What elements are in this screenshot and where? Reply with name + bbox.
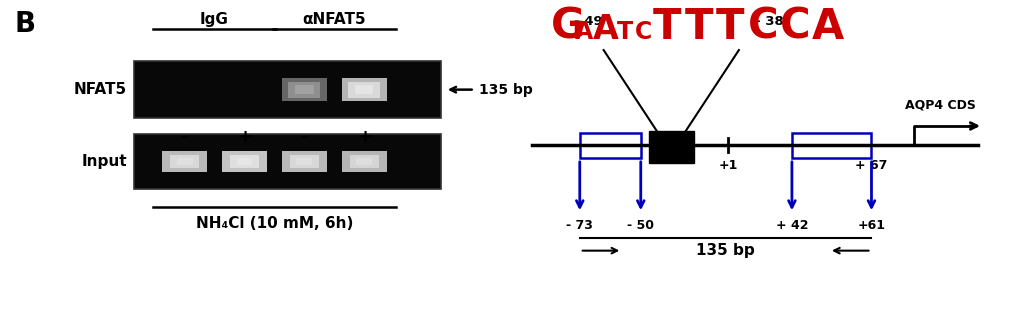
Text: -: - — [301, 128, 308, 146]
Text: C: C — [779, 6, 809, 48]
Bar — [135, 134, 440, 189]
Text: + 42: + 42 — [774, 219, 807, 232]
Bar — [169, 155, 199, 168]
Text: +61: +61 — [857, 219, 884, 232]
Text: 135 bp: 135 bp — [696, 243, 754, 258]
Bar — [221, 151, 267, 172]
Text: T: T — [616, 20, 633, 44]
Text: C: C — [747, 6, 777, 48]
Text: IgG: IgG — [200, 13, 228, 27]
Text: C: C — [634, 20, 651, 44]
Text: +: + — [357, 128, 372, 146]
Bar — [791, 133, 870, 158]
Text: T: T — [684, 6, 712, 48]
Text: 135 bp: 135 bp — [479, 83, 533, 97]
Bar — [355, 85, 373, 94]
Text: T: T — [652, 6, 681, 48]
Bar — [236, 158, 253, 165]
Bar — [648, 131, 693, 163]
Text: αNFAT5: αNFAT5 — [303, 13, 366, 27]
Text: AQP4 CDS: AQP4 CDS — [904, 99, 975, 111]
Text: +: + — [236, 128, 252, 146]
Bar — [176, 158, 193, 165]
Bar — [348, 82, 380, 98]
Bar — [162, 151, 207, 172]
Bar — [229, 155, 259, 168]
Text: T: T — [715, 6, 744, 48]
Bar — [289, 155, 319, 168]
Text: G: G — [550, 6, 584, 48]
Bar — [288, 82, 320, 98]
Bar — [135, 61, 440, 118]
Bar — [281, 78, 327, 101]
Text: A: A — [574, 20, 592, 44]
Text: -: - — [180, 128, 189, 146]
Text: NFAT5: NFAT5 — [73, 82, 127, 97]
Text: + 67: + 67 — [855, 159, 887, 172]
Text: A: A — [811, 6, 843, 48]
Bar — [296, 85, 313, 94]
Text: - 50: - 50 — [627, 219, 653, 232]
Bar — [579, 133, 640, 158]
Bar — [341, 78, 387, 101]
Bar — [297, 158, 312, 165]
Text: A: A — [592, 13, 619, 46]
Text: - 38: - 38 — [754, 15, 783, 27]
Text: - 49: - 49 — [574, 15, 602, 27]
Bar — [341, 151, 387, 172]
Bar — [281, 151, 327, 172]
Text: NH₄Cl (10 mM, 6h): NH₄Cl (10 mM, 6h) — [196, 216, 353, 231]
Text: +1: +1 — [718, 159, 737, 172]
Text: - 73: - 73 — [566, 219, 593, 232]
Bar — [356, 158, 372, 165]
Bar — [350, 155, 379, 168]
Text: Input: Input — [82, 154, 127, 169]
Text: B: B — [14, 10, 36, 38]
